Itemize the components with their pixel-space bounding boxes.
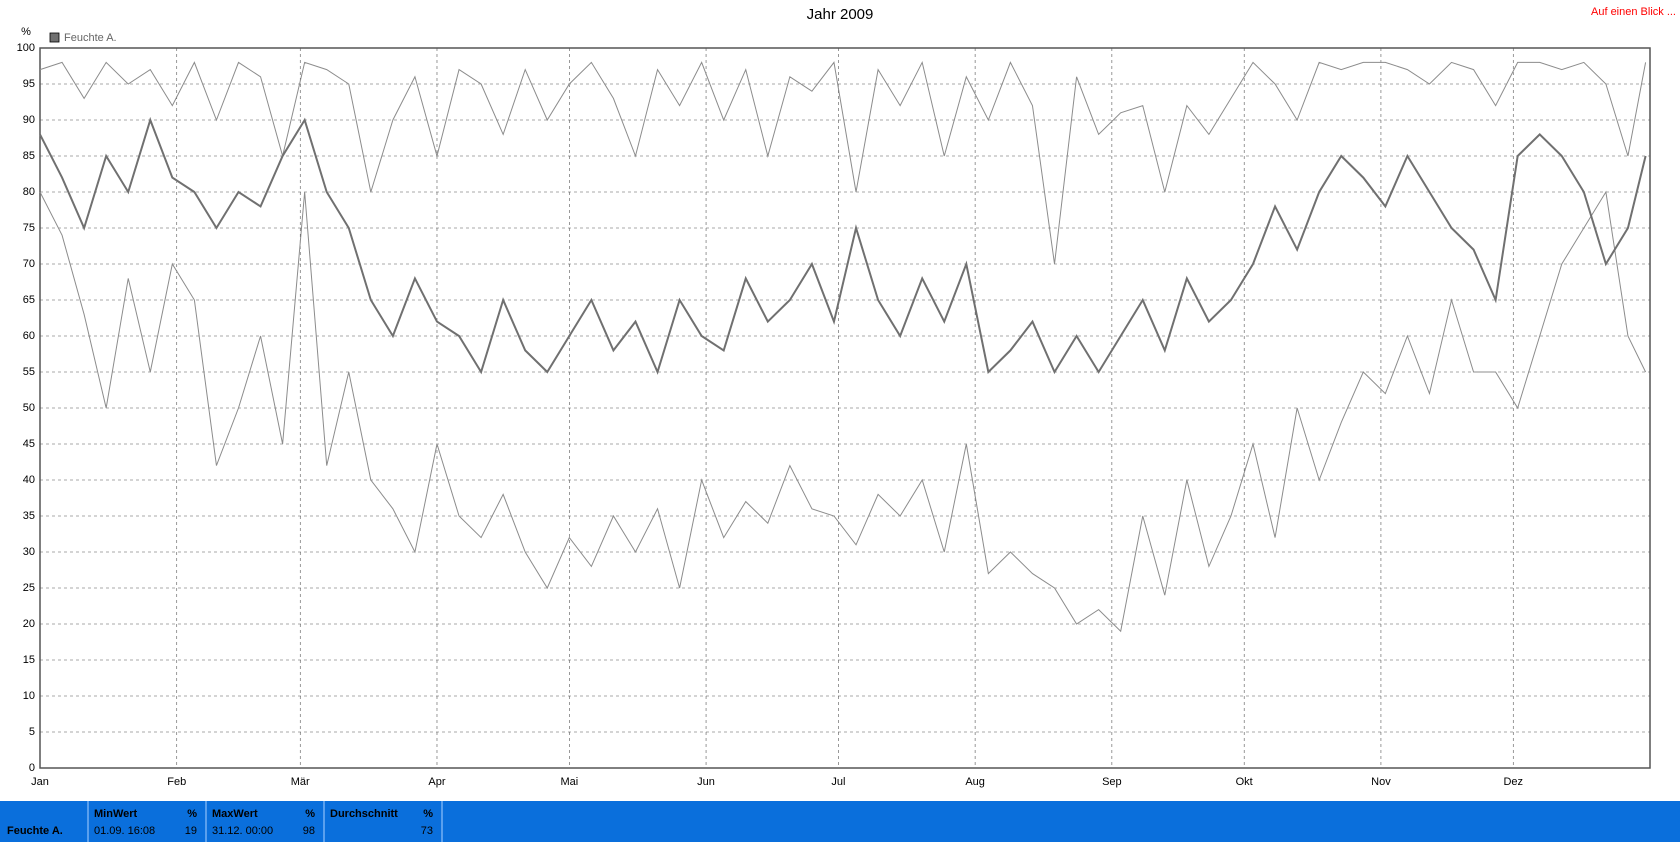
stat-header: MinWert xyxy=(94,808,138,820)
y-tick-label: 55 xyxy=(23,366,35,378)
x-tick-label: Mai xyxy=(560,776,578,788)
stats-cell: MinWert% 01.09. 16:08 19 xyxy=(89,801,207,842)
y-tick-label: 75 xyxy=(23,222,35,234)
x-tick-label: Jun xyxy=(697,776,715,788)
y-tick-label: 0 xyxy=(29,762,35,774)
row-label-cell: Feuchte A. xyxy=(0,801,89,842)
y-tick-label: 85 xyxy=(23,150,35,162)
stat-header: Durchschnitt xyxy=(330,808,398,820)
x-tick-label: Jul xyxy=(831,776,845,788)
row-label: Feuchte A. xyxy=(7,825,63,837)
y-tick-label: 35 xyxy=(23,510,35,522)
y-tick-label: 90 xyxy=(23,114,35,126)
stat-time: 31.12. 00:00 xyxy=(212,825,274,837)
x-tick-label: Mär xyxy=(291,776,310,788)
y-tick-label: 60 xyxy=(23,330,35,342)
stats-cell: Durchschnitt% 73 xyxy=(325,801,443,842)
stat-value: 73 xyxy=(420,825,433,837)
overview-link[interactable]: Auf einen Blick ... xyxy=(1591,6,1676,18)
stat-unit: % xyxy=(305,808,315,820)
humidity-line xyxy=(39,190,1647,633)
y-tick-label: 20 xyxy=(23,618,35,630)
stat-value: 98 xyxy=(302,825,315,837)
y-tick-label: 30 xyxy=(23,546,35,558)
stat-value: 19 xyxy=(184,825,197,837)
y-tick-label: 15 xyxy=(23,654,35,666)
humidity-line xyxy=(39,116,1647,375)
stat-unit: % xyxy=(423,808,433,820)
chart: Jahr 2009 % Auf einen Blick ... 0 5 10 15 20… xyxy=(17,6,1676,788)
y-tick-label: 100 xyxy=(17,42,35,54)
plot-frame xyxy=(39,47,1651,769)
humidity-line xyxy=(39,60,1647,265)
x-tick-label: Dez xyxy=(1503,776,1523,788)
y-tick-label: 80 xyxy=(23,186,35,198)
x-tick-label: Nov xyxy=(1371,776,1391,788)
y-tick-label: 65 xyxy=(23,294,35,306)
y-tick-label: 50 xyxy=(23,402,35,414)
y-tick-label: 25 xyxy=(23,582,35,594)
legend-label: Feuchte A. xyxy=(64,32,117,44)
x-tick-label: Aug xyxy=(965,776,985,788)
y-tick-label: 40 xyxy=(23,474,35,486)
y-tick-label: 5 xyxy=(29,726,35,738)
legend-swatch xyxy=(49,32,60,43)
stats-cell: MaxWert% 31.12. 00:00 98 xyxy=(207,801,325,842)
y-tick-label: 10 xyxy=(23,690,35,702)
chart-title: Jahr 2009 xyxy=(807,6,874,23)
x-tick-label: Jan xyxy=(31,776,49,788)
stat-header: MaxWert xyxy=(212,808,258,820)
y-axis-label: % xyxy=(21,26,31,38)
y-tick-label: 45 xyxy=(23,438,35,450)
y-tick-label: 95 xyxy=(23,78,35,90)
x-tick-label: Okt xyxy=(1236,776,1253,788)
y-tick-label: 70 xyxy=(23,258,35,270)
x-tick-label: Feb xyxy=(167,776,186,788)
x-tick-label: Sep xyxy=(1102,776,1122,788)
stat-unit: % xyxy=(187,808,197,820)
x-tick-label: Apr xyxy=(428,776,445,788)
stats-bar: Feuchte A. MinWert% 01.09. 16:08 19 MaxWert… xyxy=(0,801,1680,842)
stat-time: 01.09. 16:08 xyxy=(94,825,156,837)
